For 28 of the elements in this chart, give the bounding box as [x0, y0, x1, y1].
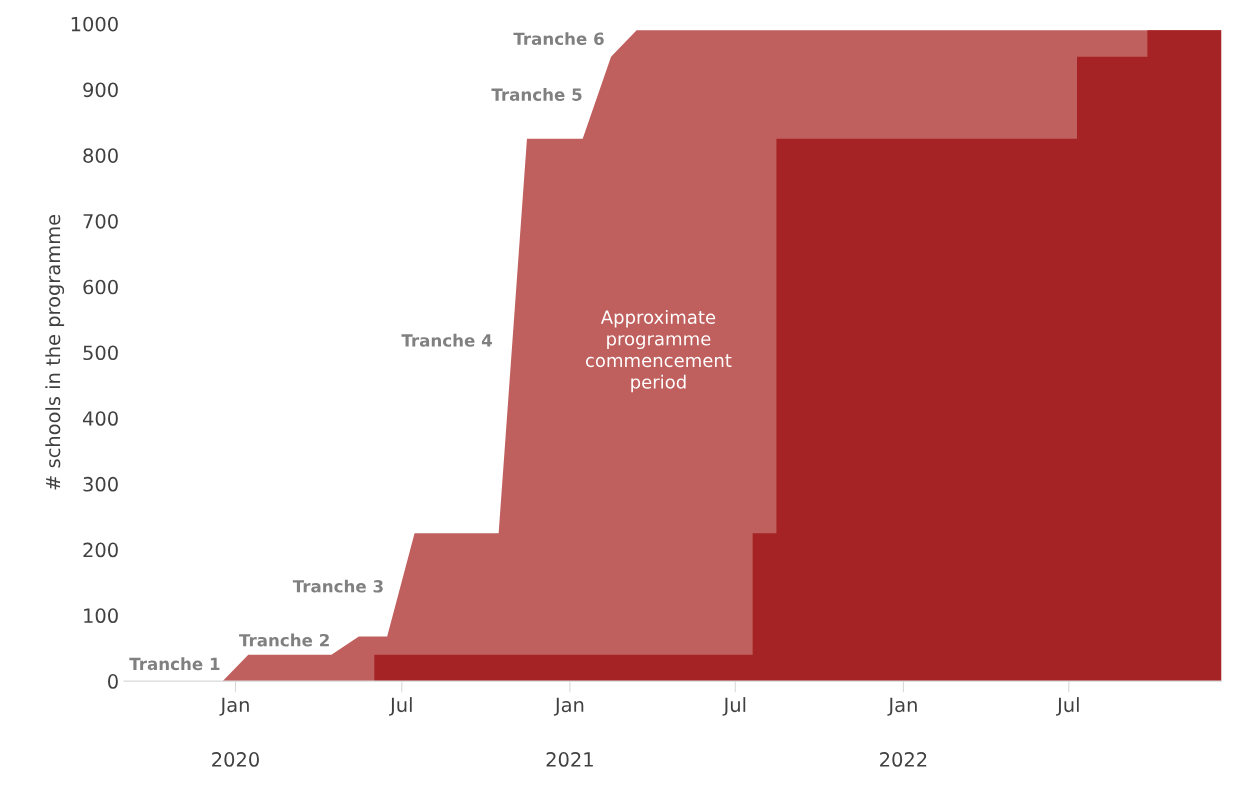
y-axis-title: # schools in the programme: [45, 214, 65, 490]
y-tick-label: 0: [108, 674, 118, 689]
annotation: Tranche 4: [401, 333, 492, 347]
x-tick-label: Jan: [219, 697, 249, 716]
y-tick-label: 200: [83, 542, 118, 558]
y-tick-label: 400: [82, 411, 118, 426]
annotation: Tranche 6: [513, 32, 604, 46]
y-tick-label: 500: [83, 345, 118, 361]
y-tick-label: 600: [83, 279, 118, 295]
annotation: Tranche 2: [239, 633, 329, 647]
x-tick-label: Jan: [887, 697, 917, 716]
x-tick-label: Jul: [389, 697, 412, 716]
x-tick-label: Jul: [722, 697, 746, 716]
annotation: Tranche 5: [491, 88, 582, 101]
annotation: Tranche 3: [292, 579, 383, 593]
y-tick-label: 100: [84, 608, 118, 624]
y-tick-label: 700: [83, 213, 118, 229]
y-tick-label: 1000: [71, 16, 118, 32]
annotation: Tranche 1: [129, 657, 220, 671]
x2-tick-label: 2020: [212, 752, 259, 767]
y-tick-label: 300: [83, 476, 118, 492]
x-tick-label: Jan: [553, 697, 584, 716]
x2-tick-label: 2021: [546, 752, 593, 767]
y-tick-label: 900: [83, 82, 118, 98]
y-tick-label: 800: [83, 148, 118, 163]
annotation: Approximate programme commencement period: [585, 310, 732, 393]
x-tick-label: Jul: [1056, 697, 1079, 716]
x2-tick-label: 2022: [880, 752, 927, 767]
